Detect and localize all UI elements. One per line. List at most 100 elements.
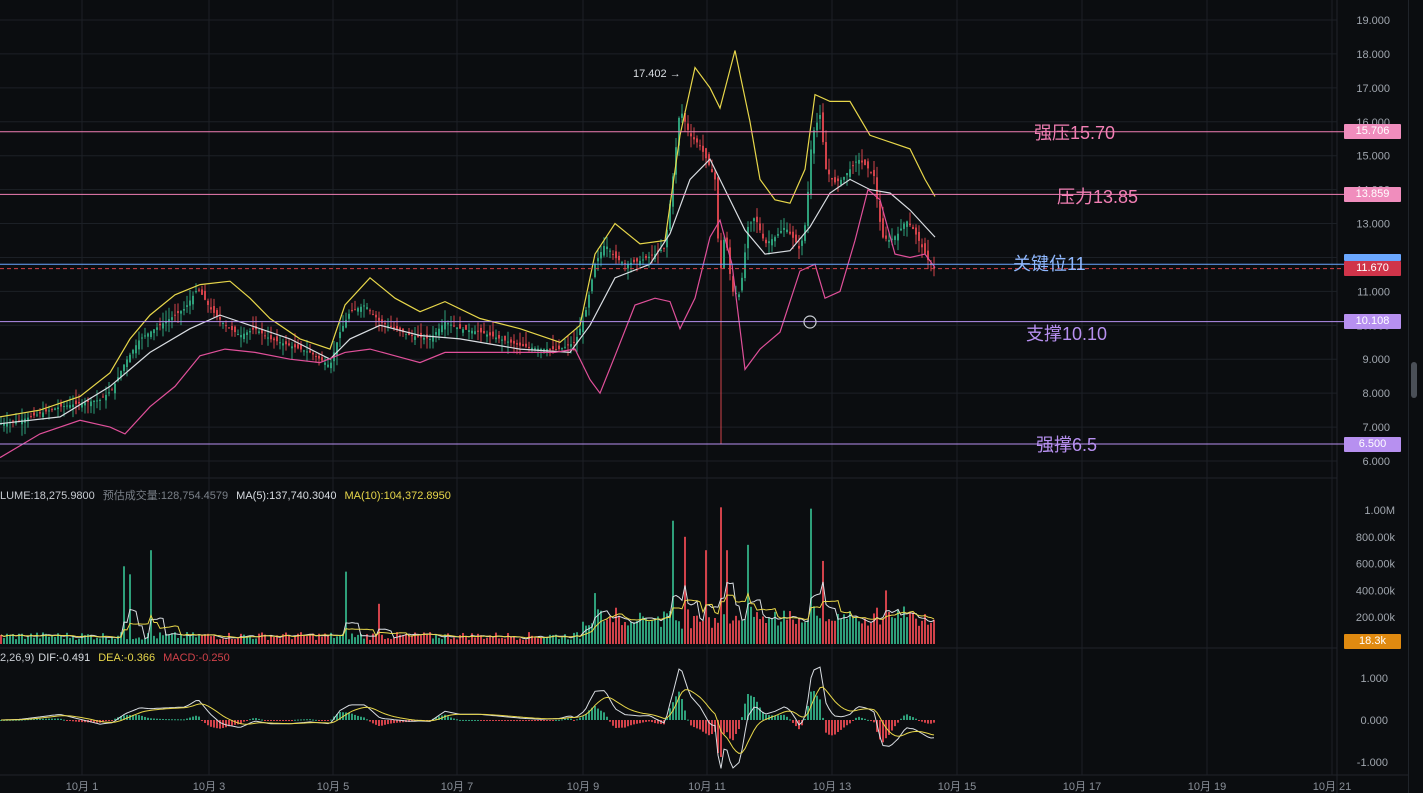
- macd-bar: [678, 691, 680, 720]
- candle-body: [570, 344, 572, 347]
- candle-body: [372, 313, 374, 315]
- volume-bar: [198, 634, 200, 644]
- volume-bar: [249, 635, 251, 644]
- volume-bar: [918, 625, 920, 644]
- volume-bar: [543, 636, 545, 644]
- volume-bar: [123, 566, 125, 644]
- candle-body: [183, 309, 185, 311]
- macd-bar: [120, 716, 122, 720]
- volume-bar: [900, 618, 902, 644]
- candle-body: [582, 320, 584, 333]
- macd-bar: [918, 720, 920, 721]
- macd-bar: [216, 720, 218, 729]
- volume-bar: [309, 634, 311, 644]
- volume-bar: [255, 638, 257, 644]
- candle-body: [513, 340, 515, 344]
- macd-bar: [132, 715, 134, 720]
- macd-bar: [768, 715, 770, 720]
- macd-bar: [483, 720, 485, 721]
- volume-bar: [609, 616, 611, 644]
- candle-body: [243, 333, 245, 340]
- macd-bar: [66, 720, 68, 721]
- volume-bar: [627, 625, 629, 644]
- candle-body: [540, 349, 542, 351]
- volume-bar: [93, 639, 95, 644]
- x-tick-label: 10月 9: [567, 781, 599, 793]
- macd-bar: [654, 720, 656, 724]
- macd-bar: [213, 720, 215, 728]
- volume-bar: [36, 632, 38, 644]
- volume-bar: [465, 636, 467, 644]
- volume-bar: [807, 620, 809, 644]
- volume-bar: [417, 635, 419, 644]
- candle-body: [927, 250, 929, 261]
- volume-bar: [693, 615, 695, 644]
- volume-bar: [279, 638, 281, 644]
- macd-bar: [75, 720, 77, 722]
- macd-bar: [189, 717, 191, 720]
- candle-body: [315, 356, 317, 358]
- volume-bar: [312, 633, 314, 644]
- candle-body: [252, 327, 254, 330]
- candle-body: [102, 396, 104, 398]
- macd-bar: [297, 719, 299, 721]
- price-scale-scrollbar[interactable]: [1411, 362, 1417, 398]
- candle-body: [711, 169, 713, 173]
- candle-body: [705, 148, 707, 159]
- candle-body: [834, 177, 836, 183]
- candle-body: [366, 307, 368, 309]
- candle-body: [885, 235, 887, 239]
- candle-body: [492, 331, 494, 337]
- volume-bar: [336, 636, 338, 644]
- volume-bar: [324, 633, 326, 644]
- macd-bar: [915, 718, 917, 720]
- volume-bar: [237, 638, 239, 644]
- macd-bar: [636, 720, 638, 724]
- volume-bar: [78, 638, 80, 644]
- candle-body: [732, 276, 734, 292]
- macd-bar: [861, 717, 863, 720]
- candle-body: [762, 233, 764, 239]
- volume-bar: [753, 616, 755, 644]
- volume-bar: [891, 617, 893, 644]
- volume-bar: [222, 638, 224, 644]
- candle-body: [282, 343, 284, 346]
- macd-bar: [579, 717, 581, 720]
- macd-bar: [348, 712, 350, 720]
- volume-bar: [600, 610, 602, 644]
- macd-bar: [708, 720, 710, 736]
- macd-bar: [192, 716, 194, 720]
- volume-bar: [456, 639, 458, 644]
- macd-bar: [243, 720, 245, 722]
- volume-bar: [204, 634, 206, 644]
- candle-body: [327, 364, 329, 367]
- volume-bar: [645, 618, 647, 644]
- candle-body: [525, 343, 527, 347]
- volume-bar: [120, 632, 122, 644]
- candle-body: [588, 294, 590, 308]
- volume-bar: [228, 632, 230, 644]
- volume-bar: [597, 609, 599, 644]
- candle-body: [792, 231, 794, 238]
- volume-bar: [243, 634, 245, 644]
- volume-bar: [558, 639, 560, 644]
- candle-body: [615, 251, 617, 259]
- candle-body: [129, 354, 131, 363]
- volume-bar: [564, 634, 566, 644]
- macd-bar: [933, 720, 935, 723]
- x-tick-label: 10月 17: [1063, 781, 1102, 793]
- volume-bar: [789, 611, 791, 644]
- volume-bar: [33, 637, 35, 644]
- macd-bar: [576, 719, 578, 721]
- volume-bar: [513, 636, 515, 644]
- candle-body: [138, 340, 140, 350]
- macd-bar: [255, 718, 257, 720]
- volume-bar: [321, 636, 323, 644]
- candle-body: [750, 222, 752, 224]
- macd-bar: [771, 715, 773, 720]
- macd-bar: [756, 701, 758, 720]
- volume-bar: [855, 617, 857, 644]
- candle-body: [132, 349, 134, 354]
- candle-body: [3, 423, 5, 426]
